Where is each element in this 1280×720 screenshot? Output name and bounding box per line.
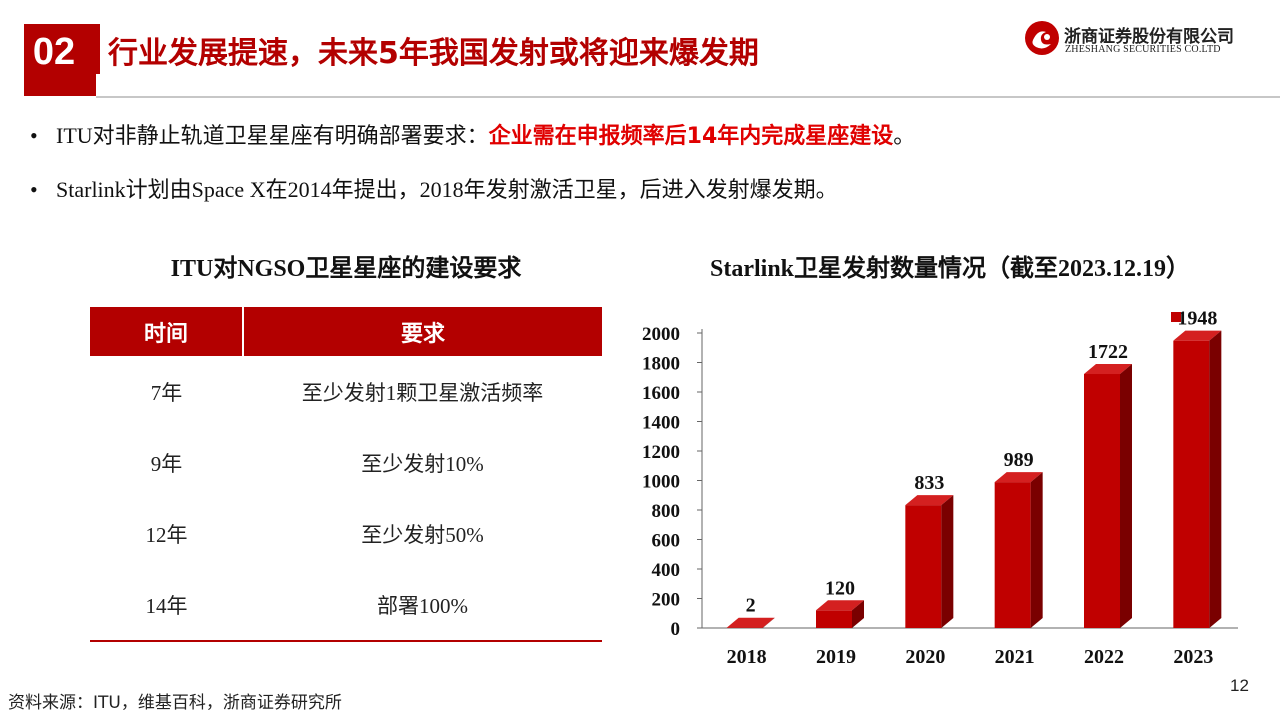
starlink-launch-bar-chart: 0 200 400 600 800 1000 1200 1400 1600 1800 2000 2 20… (642, 308, 1238, 668)
table-row: 7年 至少发射1颗卫星激活频率 (90, 356, 602, 427)
bar-front (905, 505, 942, 628)
source-note: 资料来源：ITU，维基百科，浙商证券研究所 (8, 693, 342, 713)
bar-top (1173, 330, 1222, 341)
x-tick-label: 2022 (1084, 646, 1124, 668)
table-cell-time: 7年 (150, 380, 183, 405)
bar-2018 (726, 617, 775, 628)
bar-side (941, 495, 954, 628)
data-label: 989 (1004, 449, 1034, 471)
table-title: ITU对NGSO卫星星座的建设要求 (170, 256, 522, 282)
table-header-cell: 要求 (243, 307, 602, 356)
page-title: 行业发展提速，未来5年我国发射或将迎来爆发期 (108, 36, 759, 71)
logo-company-name-cn: 浙商证券股份有限公司 (1064, 27, 1234, 47)
table-cell-time: 14年 (90, 569, 243, 642)
section-number: 02 (32, 31, 76, 73)
data-label: 2 (746, 595, 756, 617)
table-header-cell: 时间 (90, 307, 244, 356)
x-tick-label: 2019 (816, 646, 856, 668)
y-tick-label: 600 (652, 531, 681, 552)
company-logo: 浙商证券股份有限公司 ZHESHANG SECURITIES CO.LTD (1024, 20, 1264, 60)
bullet-text: ITU对非静止轨道卫星星座有明确部署要求： (56, 123, 489, 148)
bullet-item: • ITU对非静止轨道卫星星座有明确部署要求：企业需在申报频率后14年内完成星座建… (30, 118, 915, 150)
y-tick-label: 400 (652, 560, 681, 581)
table-cell-requirement: 至少发射50% (361, 522, 484, 547)
bar-front (1084, 374, 1120, 628)
bar-2022 (1084, 364, 1132, 628)
bar-top (905, 495, 954, 506)
chart-title: Starlink卫星发射数量情况（截至2023.12.19） (709, 256, 1191, 282)
title-accent-bar (96, 24, 100, 74)
logo-company-name-en: ZHESHANG SECURITIES CO.LTD (1065, 44, 1221, 55)
bar-side (1030, 472, 1043, 628)
section-number-badge: 02 (24, 24, 96, 96)
data-label: 833 (914, 472, 944, 494)
bar-top (1084, 364, 1132, 375)
x-tick-label: 2018 (727, 646, 767, 668)
requirements-table: 时间 要求 7年 至少发射1颗卫星激活频率 9年 至少发射10% 12年 至少发… (90, 307, 602, 642)
x-tick-label: 2021 (995, 646, 1035, 668)
table-cell-time: 12年 (145, 522, 188, 547)
y-tick-label: 1800 (642, 354, 680, 375)
bar-top (994, 472, 1043, 483)
y-tick-label: 1200 (642, 442, 680, 463)
x-tick-label: 2023 (1173, 646, 1213, 668)
table-row: 12年 至少发射50% (90, 498, 602, 569)
x-tick-label: 2020 (905, 646, 945, 668)
bullet-end: 。 (893, 123, 916, 148)
data-label: 120 (825, 577, 855, 599)
y-tick-label: 0 (671, 619, 681, 640)
bullet-dot-icon: • (30, 177, 38, 202)
bar-top (726, 617, 775, 628)
bar-2021 (994, 472, 1043, 628)
bullet-dot-icon: • (30, 123, 38, 148)
y-tick-label: 200 (652, 590, 681, 611)
page-number: 12 (1230, 676, 1249, 695)
bullet-item: • Starlink计划由Space X在2014年提出，2018年发射激活卫星，… (30, 172, 838, 204)
bar-front (816, 610, 852, 628)
y-tick-label: 2000 (642, 324, 680, 345)
data-label: 1948 (1177, 308, 1217, 330)
bar-2023 (1173, 330, 1222, 628)
data-label: 1722 (1088, 341, 1128, 363)
table-cell-requirement: 至少发射10% (361, 451, 484, 476)
bar-2020 (905, 495, 954, 628)
table-cell-requirement: 至少发射1颗卫星激活频率 (301, 380, 544, 405)
bar-side (1120, 364, 1132, 628)
table-header-row: 时间 要求 (90, 307, 602, 356)
bar-side (762, 617, 775, 628)
bullet-highlight: 企业需在申报频率后14年内完成星座建设 (488, 124, 894, 149)
bar-front (994, 482, 1031, 628)
legend-swatch (1171, 312, 1181, 322)
y-tick-label: 1000 (642, 472, 680, 493)
table-cell-time: 9年 (150, 451, 183, 476)
bar-front (1173, 340, 1210, 628)
bar-top (816, 600, 864, 611)
y-tick-label: 800 (652, 501, 681, 522)
bar-side (852, 600, 864, 628)
title-divider (96, 96, 1280, 98)
bar-side (1209, 330, 1222, 628)
bar-2019 (816, 600, 864, 628)
bullet-text: Starlink计划由Space X在2014年提出，2018年发射激活卫星，后… (56, 177, 838, 202)
table-row: 14年 部署100% (90, 569, 602, 642)
table-row: 9年 至少发射10% (90, 427, 602, 498)
y-tick-label: 1400 (642, 413, 680, 434)
table-cell-requirement: 部署100% (243, 569, 602, 642)
y-tick-label: 1600 (642, 383, 680, 404)
zheshang-logo-icon (1025, 21, 1059, 55)
